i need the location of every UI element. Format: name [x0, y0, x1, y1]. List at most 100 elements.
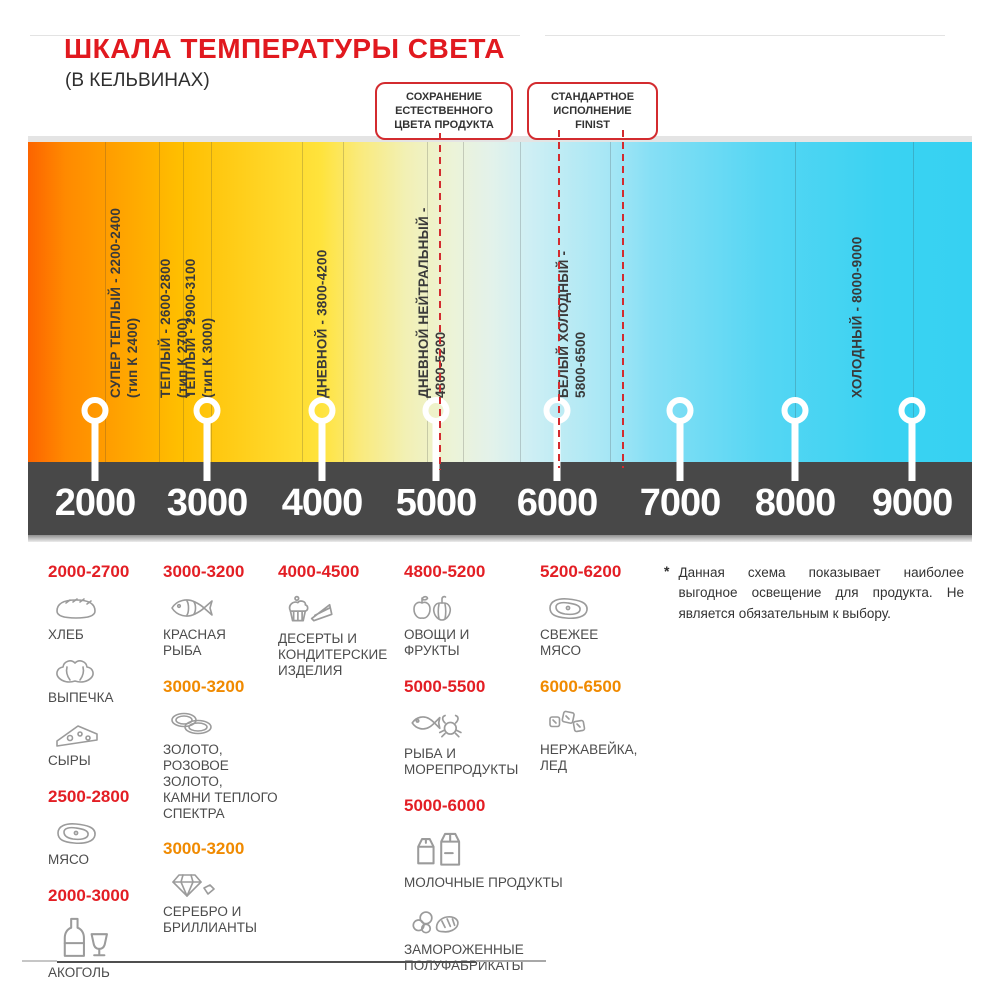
temperature-gradient: СУПЕР ТЕПЛЫЙ - 2200-2400 (тип К 2400) ТЕП… [28, 142, 972, 481]
category-item: ОВОЩИ И ФРУКТЫ [404, 591, 534, 659]
dairy-icon [408, 825, 469, 871]
zone-separator-line [463, 142, 464, 462]
callout-natural-color-text: СОХРАНЕНИЕ ЕСТЕСТВЕННОГО ЦВЕТА ПРОДУКТА [394, 91, 494, 132]
category-label: ЗАМОРОЖЕННЫЕ ПОЛУФАБРИКАТЫ [404, 941, 524, 973]
tick-9000: 9000 [871, 482, 954, 524]
pin-head-icon [666, 397, 694, 424]
zone-separator-line [795, 142, 796, 462]
callout-connector-line [439, 133, 441, 470]
zone-label-cold: ХОЛОДНЫЙ - 8000-9000 [849, 236, 865, 398]
category-label: КРАСНАЯ РЫБА [163, 627, 226, 658]
category-column-1: 2000-2700 ХЛЕБ ВЫПЕЧКА СЫРЫ 2500-2800 МЯ… [48, 562, 158, 999]
category-label: ОВОЩИ И ФРУКТЫ [404, 627, 470, 658]
category-group: 2000-2700 ХЛЕБ ВЫПЕЧКА СЫРЫ [48, 562, 158, 769]
category-group: 3000-3200 ЗОЛОТО, РОЗОВОЕ ЗОЛОТО, КАМНИ … [163, 677, 281, 822]
kelvin-range: 4000-4500 [278, 562, 360, 581]
category-item: МЯСО [48, 816, 158, 868]
zone-label-white-cold: БЕЛЫЙ ХОЛОДНЫЙ -5800-6500 [556, 250, 588, 398]
pin-head-icon [422, 397, 450, 424]
category-label: МОЛОЧНЫЕ ПРОДУКТЫ [404, 874, 563, 890]
zone-separator-line [520, 142, 521, 462]
zone-separator-line [343, 142, 344, 462]
category-item: МОЛОЧНЫЕ ПРОДУКТЫ [404, 825, 563, 891]
category-label: НЕРЖАВЕЙКА, ЛЕД [540, 741, 638, 773]
category-item: СЕРЕБРО И БРИЛЛИАНТЫ [163, 868, 281, 936]
zone-label-super-warm: СУПЕР ТЕПЛЫЙ - 2200-2400 (тип К 2400) [108, 207, 140, 398]
category-label: СВЕЖЕЕ МЯСО [540, 627, 599, 658]
tick-3000: 3000 [166, 482, 249, 524]
category-label: ДЕСЕРТЫ И КОНДИТЕРСКИЕ ИЗДЕЛИЯ [278, 631, 388, 678]
desserts-icon [282, 591, 337, 627]
category-item: ХЛЕБ [48, 591, 158, 643]
scale-pin-4000 [308, 397, 336, 481]
footnote-text: Данная схема показывает наиболее выгодно… [678, 565, 964, 621]
pin-head-icon [81, 397, 109, 424]
category-item: СВЕЖЕЕ МЯСО [540, 591, 660, 659]
tick-2000: 2000 [54, 482, 137, 524]
scale-pin-5000 [422, 397, 450, 481]
diamond-icon [167, 868, 215, 900]
category-label: ХЛЕБ [48, 627, 84, 642]
category-group: 4800-5200 ОВОЩИ И ФРУКТЫ [404, 562, 534, 659]
pin-stem [91, 422, 99, 481]
zone-separator-line [159, 142, 160, 462]
category-item: ЗОЛОТО, РОЗОВОЕ ЗОЛОТО, КАМНИ ТЕПЛОГО СП… [163, 706, 281, 822]
category-group: 5000-6000 МОЛОЧНЫЕ ПРОДУКТЫ ЗАМОРОЖЕННЫЕ… [404, 795, 563, 974]
kelvin-range: 3000-3200 [163, 676, 245, 696]
pin-stem [432, 422, 440, 481]
zone-separator-line [183, 142, 184, 462]
vegetables-fruits-icon [408, 591, 456, 623]
callout-connector-line [558, 130, 560, 468]
croissant-icon [52, 654, 100, 686]
category-label: СЫРЫ [48, 752, 91, 768]
category-column-3: 4000-4500 ДЕСЕРТЫ И КОНДИТЕРСКИЕ ИЗДЕЛИЯ [278, 562, 398, 697]
category-group: 2000-3000 АКОГОЛЬ [48, 886, 158, 981]
pin-stem [791, 422, 799, 481]
category-group: 4000-4500 ДЕСЕРТЫ И КОНДИТЕРСКИЕ ИЗДЕЛИЯ [278, 562, 398, 679]
category-item: ВЫПЕЧКА [48, 654, 158, 706]
pin-head-icon [781, 397, 809, 424]
scale-pin-8000 [781, 397, 809, 481]
category-group: 3000-3200 КРАСНАЯ РЫБА [163, 562, 281, 659]
kelvin-range: 5000-6000 [404, 795, 486, 815]
tick-6000: 6000 [516, 482, 599, 524]
category-label: ВЫПЕЧКА [48, 689, 114, 705]
category-item: КРАСНАЯ РЫБА [163, 591, 281, 659]
callout-finist-standard-text: СТАНДАРТНОЕ ИСПОЛНЕНИЕ FINIST [550, 91, 635, 132]
fresh-meat-icon [544, 591, 592, 623]
zone-separator-line [610, 142, 611, 462]
zone-label-daylight-neutral: ДНЕВНОЙ НЕЙТРАЛЬНЫЙ -4800-5200 [416, 207, 448, 398]
pin-head-icon [308, 397, 336, 424]
category-column-4: 4800-5200 ОВОЩИ И ФРУКТЫ 5000-5500 РЫБА … [404, 562, 563, 991]
pin-head-icon [193, 397, 221, 424]
zone-separator-line [211, 142, 212, 462]
pin-stem [676, 422, 684, 481]
callout-connector-line [622, 130, 624, 468]
kelvin-range: 3000-3200 [163, 562, 245, 581]
category-group: 5200-6200 СВЕЖЕЕ МЯСО [540, 562, 660, 659]
zone-separator-line [302, 142, 303, 462]
frozen-food-icon [408, 902, 463, 938]
cheese-icon [52, 717, 100, 749]
category-column-5: 5200-6200 СВЕЖЕЕ МЯСО 6000-6500 НЕРЖАВЕЙ… [540, 562, 660, 792]
category-item: ДЕСЕРТЫ И КОНДИТЕРСКИЕ ИЗДЕЛИЯ [278, 591, 398, 679]
kelvin-range: 5000-5500 [404, 676, 486, 696]
tick-7000: 7000 [639, 482, 722, 524]
divider-line [545, 35, 945, 36]
pin-head-icon [543, 397, 571, 424]
category-label: МЯСО [48, 851, 89, 867]
callout-natural-color: СОХРАНЕНИЕ ЕСТЕСТВЕННОГО ЦВЕТА ПРОДУКТА [375, 82, 513, 141]
category-label: РЫБА И МОРЕПРОДУКТЫ [404, 745, 519, 777]
scale-pin-3000 [193, 397, 221, 481]
ice-cubes-icon [544, 706, 592, 738]
pin-stem [553, 422, 561, 481]
zone-label-daylight: ДНЕВНОЙ - 3800-4200 [314, 249, 330, 398]
divider-line [30, 35, 520, 36]
category-label: СЕРЕБРО И БРИЛЛИАНТЫ [163, 904, 257, 936]
scale-pin-9000 [898, 397, 926, 481]
category-item: АКОГОЛЬ [48, 915, 158, 981]
footnote: * Данная схема показывает наиболее выгод… [664, 563, 964, 624]
zone-separator-line [913, 142, 914, 462]
category-column-2: 3000-3200 КРАСНАЯ РЫБА 3000-3200 ЗОЛОТО,… [163, 562, 281, 954]
